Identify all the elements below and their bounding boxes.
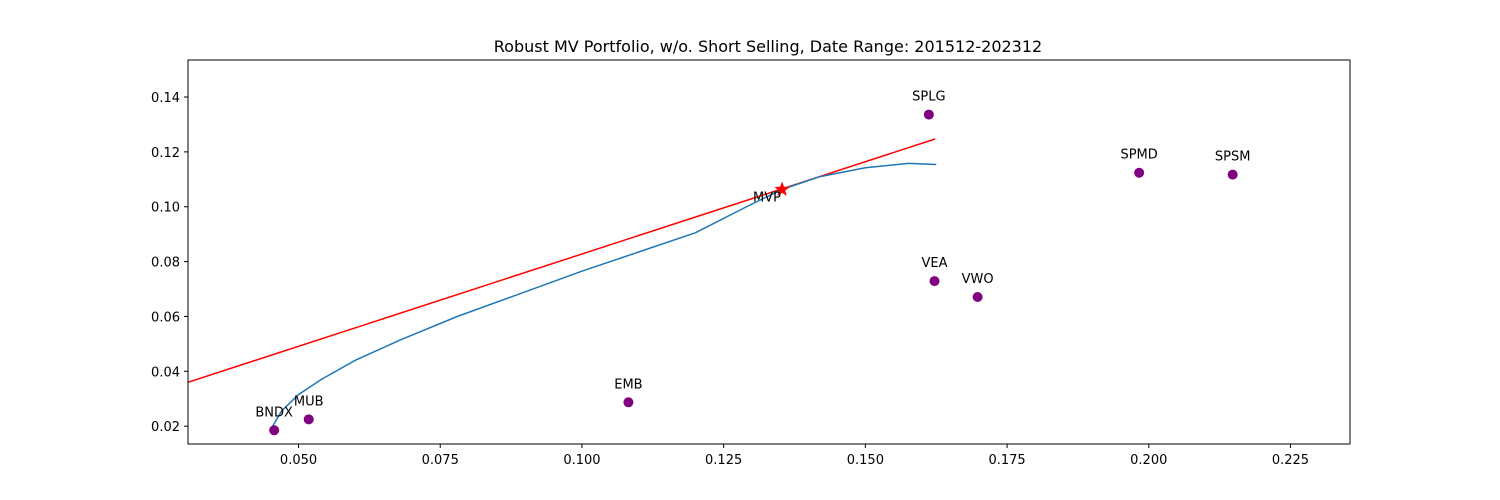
y-tick-label: 0.08 (151, 256, 180, 271)
y-tick-label: 0.06 (151, 310, 180, 325)
asset-point-mub (303, 414, 314, 425)
x-tick-label: 0.100 (563, 453, 600, 468)
x-tick-label: 0.075 (422, 453, 459, 468)
asset-label-bndx: BNDX (255, 405, 293, 420)
y-tick-label: 0.10 (151, 201, 180, 216)
x-tick-label: 0.175 (988, 453, 1025, 468)
asset-label-vwo: VWO (962, 272, 994, 287)
asset-point-spmd (1134, 167, 1145, 178)
plot-frame (187, 59, 1351, 445)
asset-label-emb: EMB (614, 377, 642, 392)
x-tick-label: 0.050 (280, 453, 317, 468)
asset-point-vea (929, 276, 940, 287)
asset-label-splg: SPLG (912, 90, 945, 105)
chart-title: Robust MV Portfolio, w/o. Short Selling,… (494, 37, 1042, 56)
x-tick-label: 0.150 (847, 453, 884, 468)
asset-label-spsm: SPSM (1215, 150, 1251, 165)
y-tick-label: 0.04 (151, 365, 180, 380)
y-tick-label: 0.14 (151, 91, 180, 106)
x-tick-label: 0.125 (705, 453, 742, 468)
asset-point-vwo (972, 291, 983, 302)
mvp-label: MVP (753, 190, 781, 205)
asset-point-spsm (1227, 169, 1238, 180)
x-tick-label: 0.225 (1272, 453, 1309, 468)
efficient-frontier-line (271, 162, 937, 428)
y-tick-label: 0.12 (151, 146, 180, 161)
x-tick-label: 0.200 (1130, 453, 1167, 468)
y-tick-label: 0.02 (151, 420, 180, 435)
asset-label-spmd: SPMD (1120, 148, 1157, 163)
asset-point-splg (923, 109, 934, 120)
asset-point-bndx (269, 425, 280, 436)
mvp-star (774, 181, 790, 196)
asset-label-mub: MUB (294, 394, 324, 409)
asset-label-vea: VEA (922, 256, 948, 271)
asset-point-emb (623, 397, 634, 408)
